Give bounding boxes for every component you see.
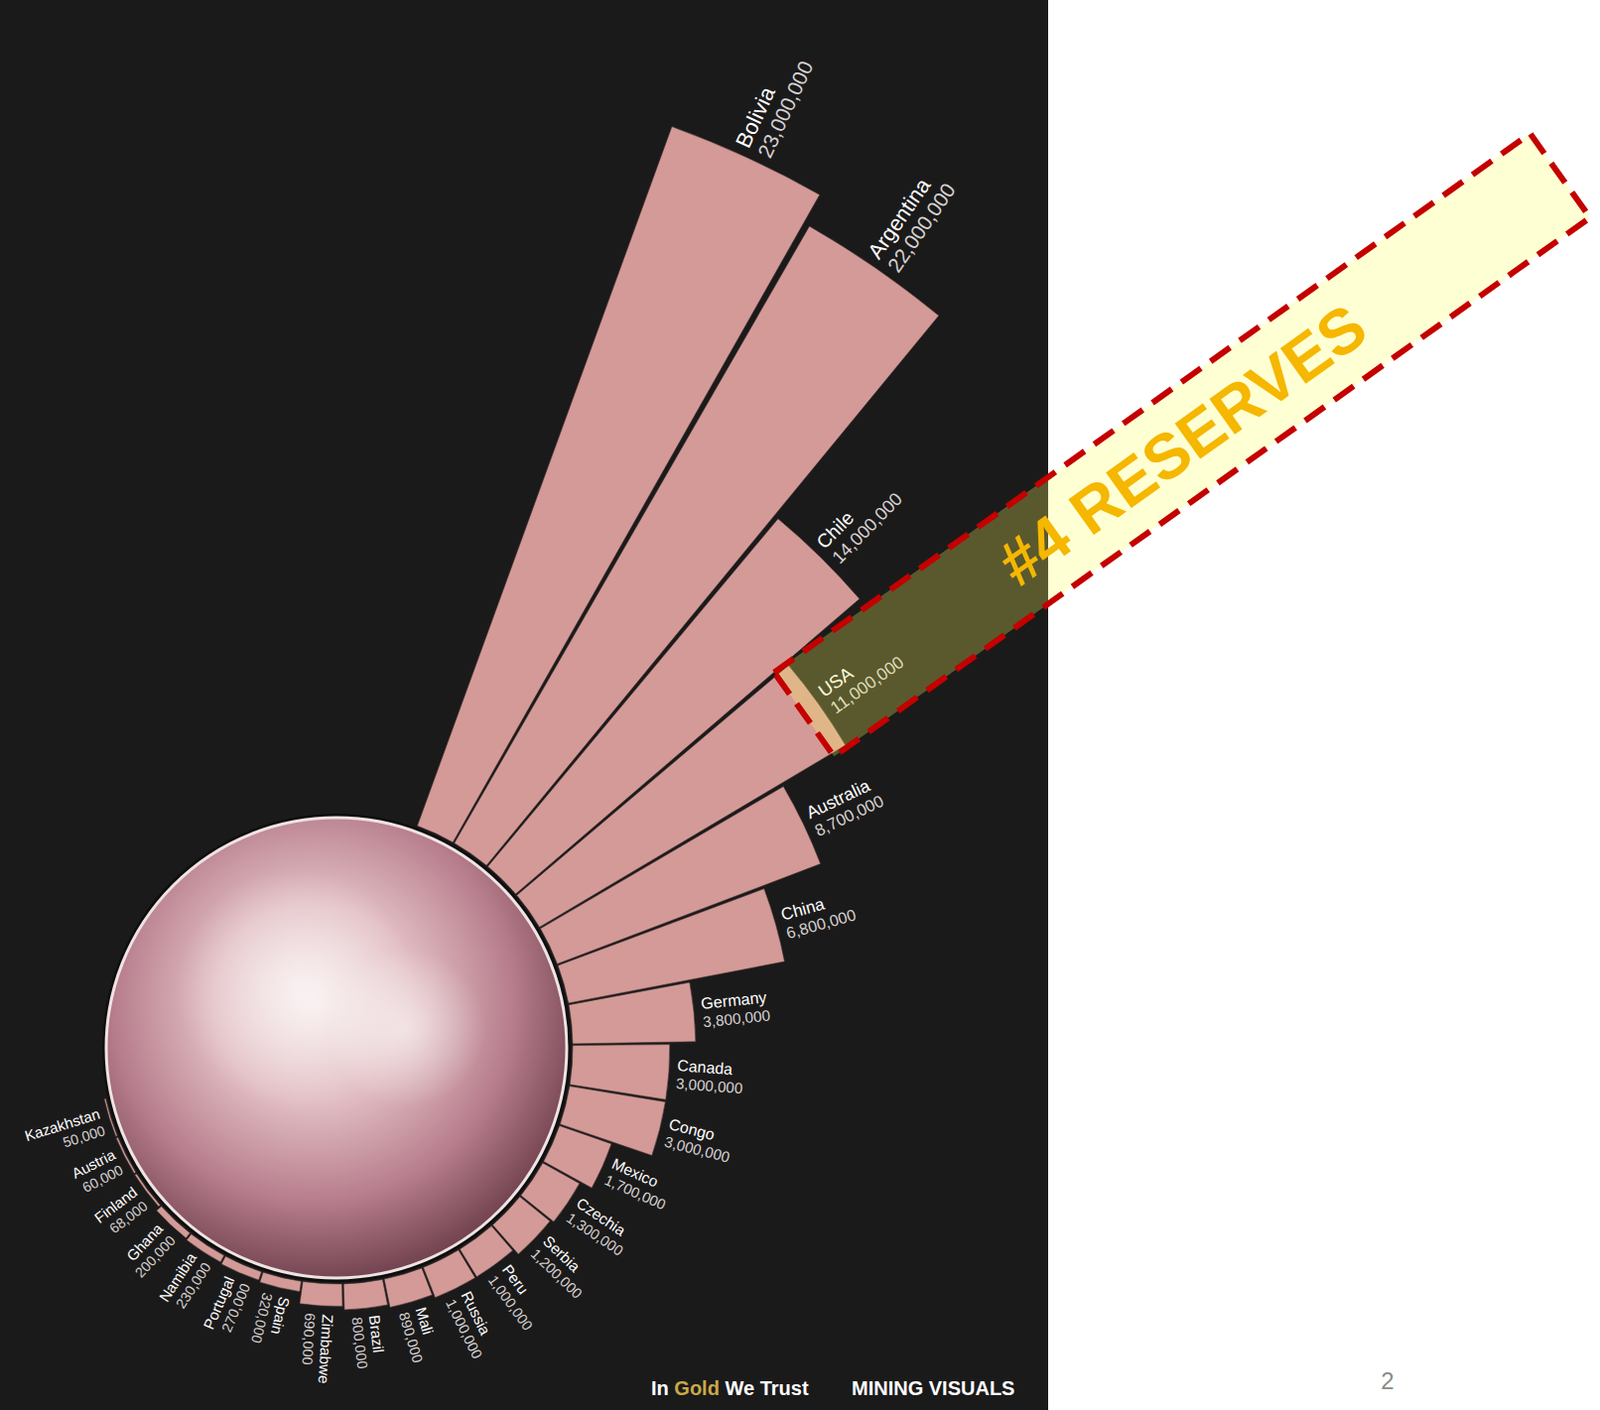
sphere [106, 817, 567, 1279]
value-label: 890,000 [396, 1311, 426, 1366]
plot: Bolivia23,000,000 Argentina22,000,000 Chil… [22, 46, 1591, 1385]
data-label: Brazil800,000 [348, 1315, 389, 1371]
value-label: 1,300,000 [563, 1209, 627, 1260]
data-label: Bolivia23,000,000 [730, 46, 817, 161]
bar [299, 1282, 343, 1308]
data-label: Chile14,000,000 [812, 473, 907, 568]
annotation-text: #4 RESERVES [984, 290, 1379, 601]
value-label: 14,000,000 [827, 488, 907, 568]
data-label: Zimbabwe690,000 [297, 1313, 337, 1385]
data-label: Serbia1,200,000 [528, 1232, 599, 1303]
data-label: China6,800,000 [779, 887, 858, 942]
sphere-highlight [326, 948, 486, 1108]
value-label: 200,000 [132, 1232, 179, 1282]
value-label: 68,000 [106, 1198, 150, 1237]
value-label: 6,800,000 [784, 905, 858, 942]
value-label: 23,000,000 [753, 57, 818, 162]
value-label: 8,700,000 [811, 792, 887, 841]
data-label: Peru1,000,000 [485, 1261, 551, 1334]
category-label: Zimbabwe [315, 1314, 337, 1385]
value-label: 1,700,000 [602, 1172, 668, 1213]
category-label: Brazil [366, 1315, 388, 1355]
data-label: Namibia230,000 [155, 1249, 215, 1316]
data-label: Portugal270,000 [200, 1274, 255, 1339]
value-label: 3,000,000 [663, 1133, 732, 1167]
value-label: 60,000 [79, 1162, 126, 1197]
value-label: 1,000,000 [442, 1297, 486, 1362]
annotation-box [774, 133, 1591, 758]
data-label: Kazakhstan50,000 [22, 1105, 108, 1162]
bar [568, 982, 696, 1045]
bar [343, 1279, 388, 1311]
data-label: Canada3,000,000 [675, 1057, 746, 1097]
data-label: Russia1,000,000 [442, 1289, 503, 1362]
data-label: Germany3,800,000 [699, 987, 771, 1031]
annotation: #4 RESERVES [774, 133, 1591, 758]
value-label: 3,000,000 [675, 1074, 744, 1097]
value-label: 270,000 [218, 1281, 254, 1335]
data-label: Mali890,000 [396, 1305, 444, 1365]
data-label: Austria60,000 [68, 1145, 127, 1198]
value-label: 22,000,000 [882, 178, 960, 276]
data-label: Czechia1,300,000 [563, 1195, 637, 1260]
data-label: Congo3,000,000 [663, 1115, 737, 1166]
value-label: 690,000 [298, 1313, 318, 1366]
value-label: 320,000 [248, 1291, 276, 1345]
page-number: 2 [1380, 1367, 1394, 1395]
value-label: 1,000,000 [485, 1272, 536, 1334]
value-label: 800,000 [348, 1317, 371, 1371]
value-label: 1,200,000 [528, 1245, 586, 1302]
data-label: Australia8,700,000 [802, 773, 887, 841]
data-label: Ghana200,000 [118, 1219, 179, 1282]
credit: In Gold We Trust [651, 1377, 809, 1400]
value-label: 50,000 [60, 1122, 107, 1151]
sphere-shadow [102, 813, 571, 1283]
data-label: Spain320,000 [248, 1291, 293, 1349]
value-label: 230,000 [172, 1259, 215, 1312]
credit: MINING VISUALS [851, 1377, 1015, 1400]
data-label: Argentina22,000,000 [862, 164, 960, 276]
value-label: 3,800,000 [701, 1007, 772, 1032]
data-label: Mexico1,700,000 [602, 1155, 676, 1213]
data-label: Finland68,000 [91, 1184, 151, 1241]
chart: Bolivia23,000,000 Argentina22,000,000 Chil… [0, 0, 1600, 1410]
